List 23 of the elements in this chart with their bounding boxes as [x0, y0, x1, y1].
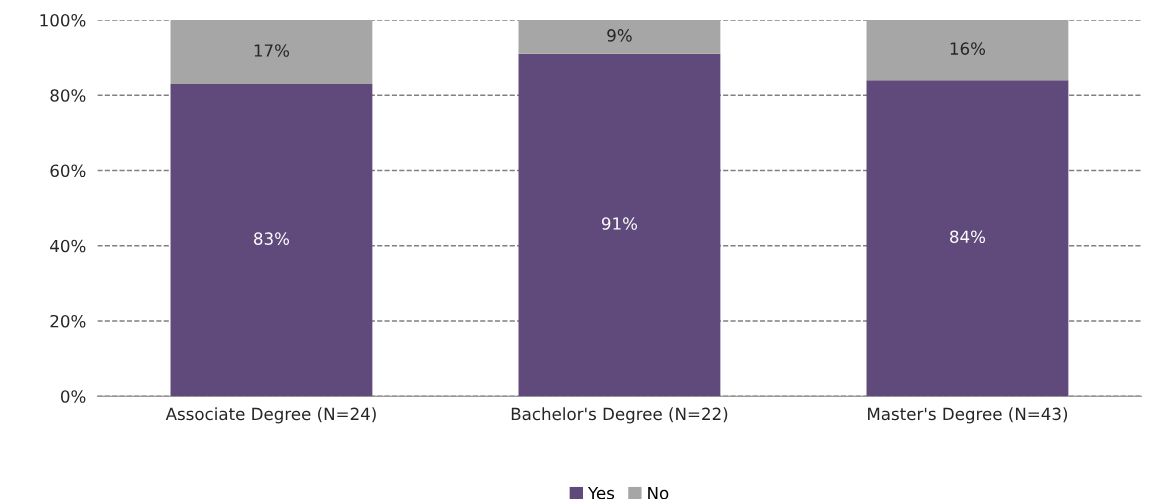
bar	[866, 80, 1069, 397]
bar	[170, 19, 373, 84]
y-tick-label: 100%	[40, 13, 86, 27]
bar	[866, 19, 1069, 81]
data-label: 84%	[950, 230, 986, 244]
data-label: 9%	[607, 29, 632, 42]
data-label: 17%	[254, 44, 290, 57]
y-tick-label: 60%	[50, 164, 86, 178]
bar	[518, 53, 721, 397]
y-tick-label: 80%	[50, 89, 86, 102]
data-label: 83%	[254, 232, 290, 245]
y-tick-label: 0%	[60, 390, 86, 403]
y-tick-label: 20%	[50, 314, 86, 328]
x-tick-label: Bachelor's Degree (N=22)	[511, 407, 728, 424]
legend-label: No	[648, 486, 669, 499]
legend-label: Yes	[587, 486, 615, 499]
x-tick-label: Associate Degree (N=24)	[165, 407, 376, 424]
x-tick-label: Master's Degree (N=43)	[868, 407, 1068, 424]
data-label: 91%	[601, 217, 638, 230]
data-label: 16%	[950, 42, 986, 55]
bar	[518, 19, 721, 54]
bar	[170, 83, 373, 397]
y-tick-label: 40%	[50, 239, 86, 253]
